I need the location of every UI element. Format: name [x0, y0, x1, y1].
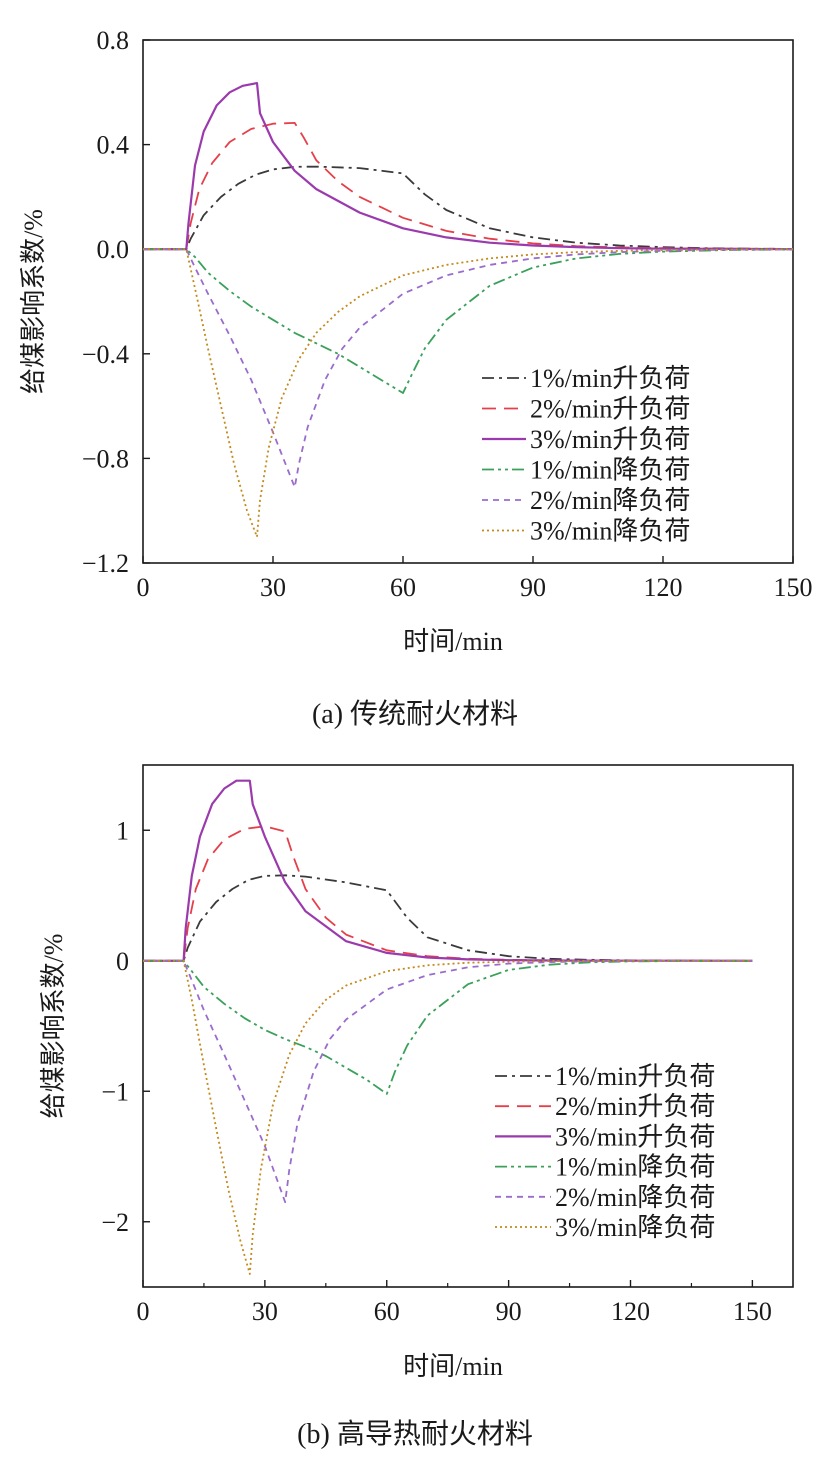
series-line-5 — [143, 248, 794, 489]
x-axis-title: 时间/min — [403, 627, 503, 656]
x-tick-label: 0 — [137, 1297, 150, 1326]
legend-label-1: 1%/min升负荷 — [530, 364, 690, 393]
legend-label-3: 3%/min升负荷 — [530, 425, 690, 454]
x-tick-label: 90 — [496, 1297, 522, 1326]
x-tick-label: 150 — [774, 573, 813, 602]
legend-label-1: 1%/min升负荷 — [555, 1062, 715, 1091]
series-line-3 — [143, 779, 753, 962]
y-tick-label: −0.8 — [82, 444, 129, 473]
legend-label-4: 1%/min降负荷 — [555, 1153, 715, 1182]
series-line-2 — [143, 825, 753, 962]
legend-label-5: 2%/min降负荷 — [530, 486, 690, 515]
x-tick-label: 0 — [137, 573, 150, 602]
chart-a-caption: (a) 传统耐火材料 — [311, 699, 519, 730]
series-line-6 — [143, 248, 794, 538]
y-axis-title: 给煤影响系数/% — [19, 209, 48, 394]
x-tick-label: 120 — [611, 1297, 650, 1326]
legend-label-4: 1%/min降负荷 — [530, 456, 690, 485]
x-tick-label: 120 — [644, 573, 683, 602]
series-line-4 — [143, 959, 753, 1095]
y-tick-label: −1 — [101, 1077, 129, 1106]
x-tick-label: 60 — [390, 573, 416, 602]
chart-panel-a: 0 30 60 90 120 150 0.8 0.4 0.0 −0.4 −0.8 −1.2 时间/min… — [19, 26, 813, 730]
legend-label-2: 2%/min升负荷 — [555, 1092, 715, 1121]
x-axis-title: 时间/min — [403, 1352, 503, 1381]
chart-b-svg: 0 30 60 90 120 150 1 0 −1 −2 时间/min 给煤影响系数/% 1%/min升… — [39, 764, 794, 1381]
series-line-2 — [143, 122, 794, 251]
x-tick-label: 30 — [260, 573, 286, 602]
y-tick-label: −2 — [101, 1208, 129, 1237]
chart-panel-b: 0 30 60 90 120 150 1 0 −1 −2 时间/min 给煤影响系数/% 1%/min升… — [0, 735, 830, 1465]
y-tick-label: 1 — [116, 816, 129, 845]
series-line-6 — [143, 959, 753, 1275]
y-tick-label: −0.4 — [82, 340, 129, 369]
legend-label-2: 2%/min升负荷 — [530, 395, 690, 424]
y-tick-label: 0 — [116, 947, 129, 976]
legend-label-3: 3%/min升负荷 — [555, 1122, 715, 1151]
series-line-4 — [143, 248, 794, 394]
legend-label-5: 2%/min降负荷 — [555, 1183, 715, 1212]
plot-frame — [142, 39, 794, 564]
y-tick-label: 0.8 — [97, 26, 130, 55]
series-line-3 — [143, 81, 794, 251]
plot-frame — [142, 764, 794, 1288]
x-tick-label: 60 — [374, 1297, 400, 1326]
legend-label-6: 3%/min降负荷 — [530, 517, 690, 546]
x-tick-label: 150 — [733, 1297, 772, 1326]
y-tick-label: 0.4 — [97, 131, 130, 160]
y-tick-label: −1.2 — [82, 549, 129, 578]
x-tick-label: 90 — [520, 573, 546, 602]
legend-label-6: 3%/min降负荷 — [555, 1213, 715, 1242]
y-axis-title: 给煤影响系数/% — [39, 934, 68, 1119]
chart-b-caption: (b) 高导热耐火材料 — [297, 1419, 533, 1450]
series-line-1 — [143, 874, 753, 962]
x-tick-label: 30 — [252, 1297, 278, 1326]
y-tick-label: 0.0 — [97, 235, 130, 264]
series-line-5 — [143, 959, 753, 1204]
chart-a-svg: 0 30 60 90 120 150 0.8 0.4 0.0 −0.4 −0.8 −1.2 时间/min… — [19, 26, 813, 656]
series-line-1 — [143, 165, 794, 251]
